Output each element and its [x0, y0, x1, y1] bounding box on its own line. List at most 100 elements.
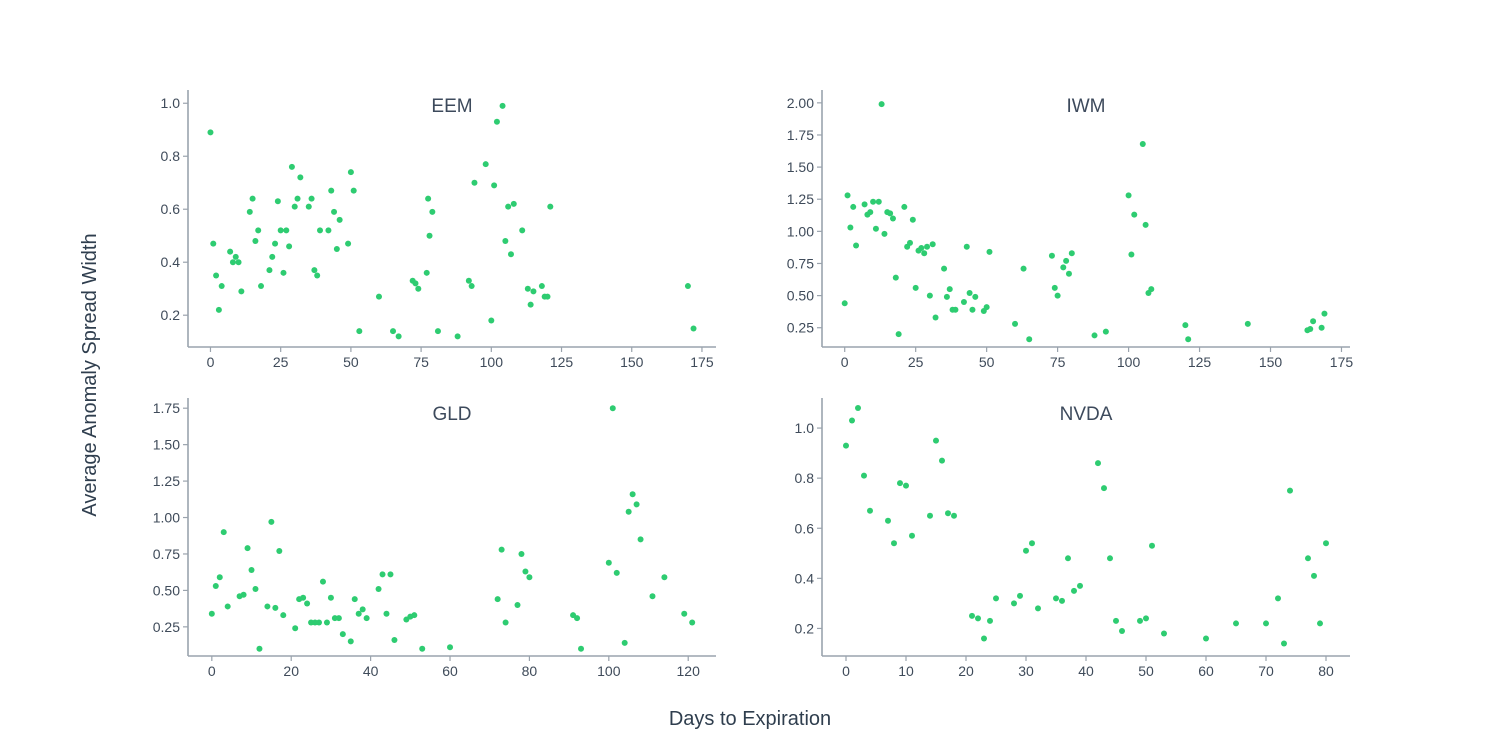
- eem-data-point: [297, 174, 304, 181]
- gld-data-point: [327, 594, 334, 601]
- nvda-x-tick-label: 50: [1138, 663, 1154, 679]
- iwm-data-point: [963, 243, 970, 250]
- iwm-data-point: [1102, 328, 1109, 335]
- eem-data-point: [277, 227, 284, 234]
- iwm-data-point: [966, 290, 973, 297]
- gld-data-point: [272, 604, 279, 611]
- eem-x-tick-label: 175: [690, 354, 714, 370]
- gld-y-tick-label: 0.75: [153, 546, 180, 562]
- nvda-panel-title: NVDA: [1060, 404, 1113, 425]
- iwm-data-point: [983, 304, 990, 311]
- gld-data-point: [609, 405, 616, 412]
- gld-data-point: [411, 612, 418, 619]
- eem-data-point: [227, 248, 234, 255]
- eem-data-point: [493, 118, 500, 125]
- iwm-data-point: [878, 101, 885, 108]
- eem-data-point: [491, 182, 498, 189]
- gld-data-point: [304, 600, 311, 607]
- iwm-data-point: [1048, 252, 1055, 259]
- eem-data-point: [412, 280, 419, 287]
- eem-data-point: [524, 285, 531, 292]
- eem-data-point: [345, 240, 352, 247]
- iwm-data-point: [1307, 326, 1314, 333]
- eem-data-point: [218, 283, 225, 290]
- eem-x-tick-label: 100: [480, 354, 504, 370]
- iwm-x-tick-label: 50: [979, 354, 995, 370]
- nvda-data-point: [849, 417, 855, 424]
- iwm-data-point: [921, 250, 928, 257]
- eem-data-point: [280, 269, 287, 276]
- gld-data-point: [383, 610, 390, 617]
- nvda-data-point: [897, 480, 903, 487]
- iwm-data-point: [907, 239, 913, 246]
- gld-data-point: [419, 645, 426, 652]
- iwm-data-point: [844, 192, 851, 199]
- gld-data-point: [220, 529, 227, 536]
- gld-data-point: [605, 559, 612, 566]
- eem-data-point: [246, 208, 253, 215]
- gld-data-point: [661, 574, 668, 581]
- nvda-data-point: [1053, 595, 1059, 602]
- nvda-data-point: [861, 472, 867, 479]
- iwm-data-point: [895, 331, 902, 338]
- gld-data-point: [574, 615, 581, 622]
- gld-data-point: [379, 571, 386, 578]
- eem-y-tick-label: 0.2: [161, 307, 181, 323]
- nvda-data-point: [1017, 592, 1023, 599]
- iwm-data-point: [918, 245, 925, 252]
- eem-data-point: [269, 253, 276, 260]
- nvda-data-point: [855, 405, 861, 412]
- iwm-data-point: [889, 215, 896, 222]
- nvda-data-point: [1071, 587, 1077, 594]
- iwm-data-point: [1182, 322, 1189, 329]
- iwm-data-point: [986, 248, 993, 255]
- gld-panel-title: GLD: [432, 404, 471, 425]
- iwm-data-point: [1185, 336, 1192, 343]
- gld-x-tick-label: 60: [442, 663, 458, 679]
- nvda-y-tick-label: 0.4: [795, 570, 815, 586]
- iwm-data-point: [1054, 292, 1061, 299]
- gld-data-point: [689, 619, 696, 626]
- iwm-data-point: [929, 241, 936, 248]
- gld-y-tick-label: 1.00: [153, 510, 180, 526]
- nvda-y-tick-label: 0.6: [795, 520, 815, 536]
- nvda-data-point: [1095, 460, 1101, 467]
- iwm-data-point: [1063, 257, 1070, 264]
- iwm-data-point: [1068, 250, 1075, 257]
- eem-data-point: [690, 325, 697, 332]
- nvda-data-point: [1065, 555, 1071, 562]
- gld-data-point: [514, 601, 521, 608]
- eem-data-point: [499, 102, 506, 109]
- iwm-data-point: [872, 225, 879, 232]
- nvda-data-point: [1203, 635, 1209, 642]
- iwm-data-point: [1244, 320, 1251, 327]
- gld-data-point: [633, 501, 640, 508]
- eem-data-point: [266, 267, 273, 274]
- nvda-data-point: [1119, 627, 1125, 634]
- gld-data-point: [256, 645, 263, 652]
- eem-data-point: [468, 283, 475, 290]
- eem-data-point: [283, 227, 290, 234]
- iwm-data-point: [1125, 192, 1132, 199]
- nvda-data-point: [981, 635, 987, 642]
- nvda-data-point: [945, 510, 951, 517]
- eem-data-point: [207, 129, 214, 136]
- gld-data-point: [264, 603, 271, 610]
- eem-data-point: [471, 179, 478, 186]
- eem-data-point: [314, 272, 321, 279]
- eem-data-point: [229, 259, 236, 266]
- iwm-x-tick-label: 25: [908, 354, 924, 370]
- iwm-data-point: [1128, 251, 1135, 258]
- nvda-data-point: [1323, 540, 1329, 547]
- nvda-data-point: [1077, 582, 1083, 589]
- eem-data-point: [429, 208, 436, 215]
- gld-data-point: [629, 491, 636, 498]
- eem-data-point: [507, 251, 514, 258]
- gld-data-point: [387, 571, 394, 578]
- gld-data-point: [248, 567, 255, 573]
- iwm-data-point: [867, 209, 874, 216]
- gld-data-point: [335, 615, 342, 622]
- gld-data-point: [621, 639, 628, 646]
- iwm-data-point: [1318, 324, 1325, 331]
